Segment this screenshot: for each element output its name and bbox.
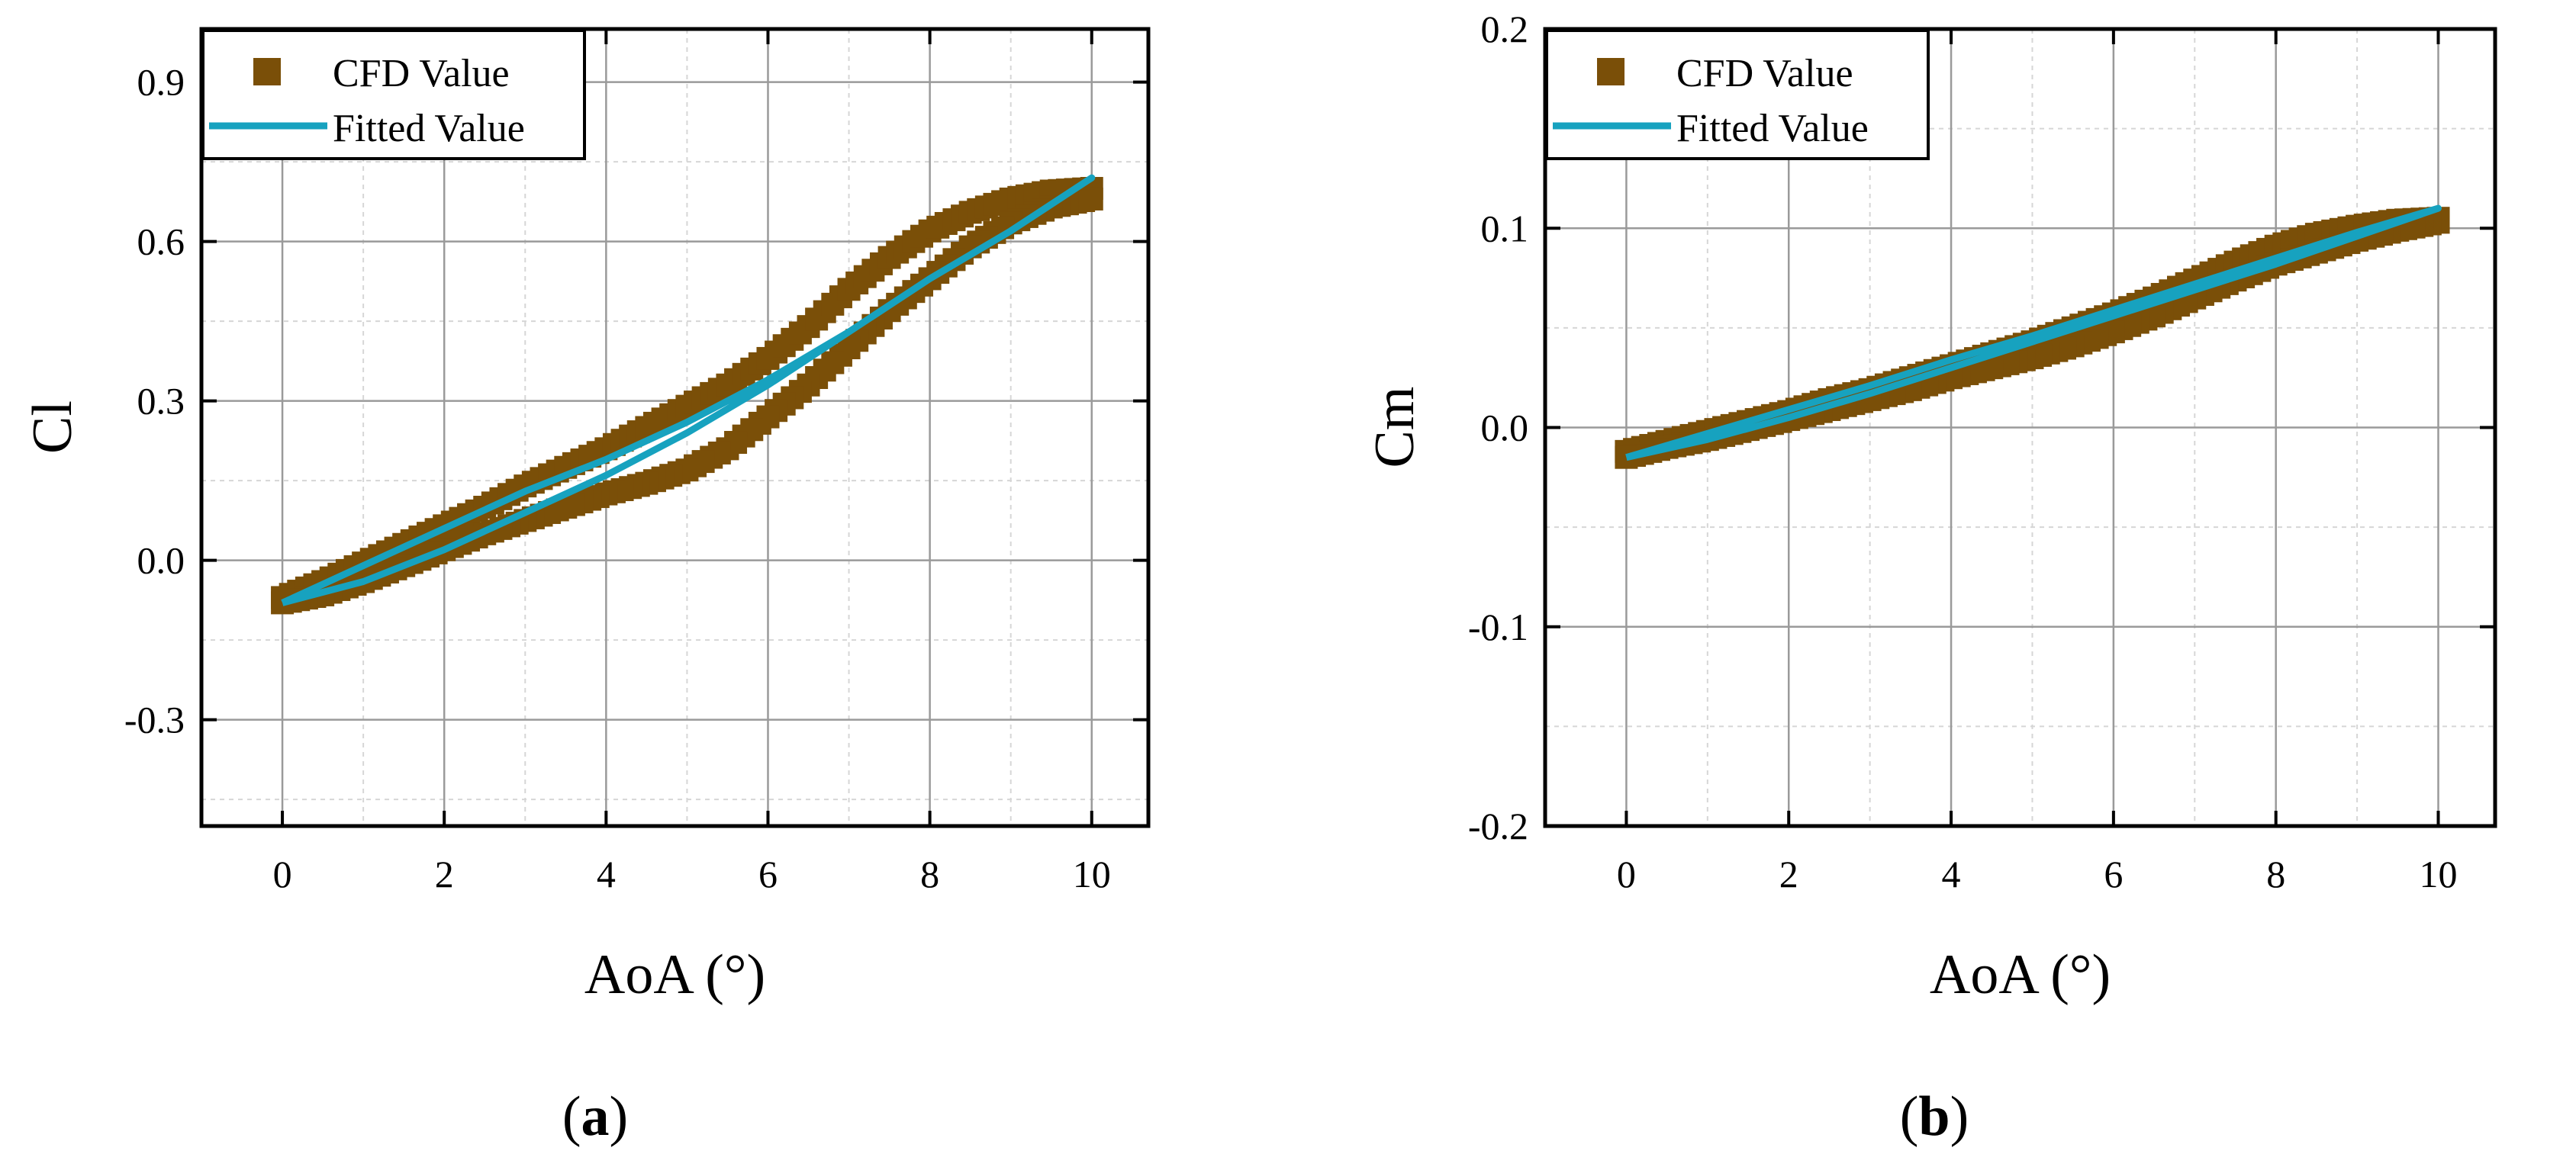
x-tick-label: 2 (435, 853, 454, 895)
x-tick-label: 0 (1617, 853, 1636, 895)
legend: CFD Value Fitted Value (1545, 29, 1930, 160)
x-axis-title: AoA (°) (1930, 943, 2111, 1006)
y-tick-label: 0.0 (137, 539, 185, 582)
x-tick-label: 8 (2266, 853, 2285, 895)
y-tick-label: 0.6 (137, 220, 185, 263)
x-tick-label: 4 (1942, 853, 1961, 895)
legend-box (201, 29, 586, 160)
x-tick-label: 4 (597, 853, 616, 895)
y-tick-label: 0.1 (1481, 207, 1529, 249)
legend-box (1545, 29, 1930, 160)
panel-letter: a (581, 1085, 610, 1148)
legend-fitted-label: Fitted Value (1676, 107, 1869, 150)
series-fitted-line (281, 174, 1096, 606)
chart-a: 0 2 4 6 8 10 -0.3 0.0 0.3 0.6 0.9 AoA (°) Cl CFD Valu… (21, 27, 1151, 1148)
x-tick-label: 10 (1073, 853, 1111, 895)
y-tick-label: 0.3 (137, 380, 185, 423)
y-axis-title: Cl (21, 400, 84, 454)
x-tick-label: 6 (758, 853, 778, 895)
legend-cfd-label: CFD Value (333, 52, 510, 95)
x-tick-label: 0 (273, 853, 292, 895)
legend-fitted-label: Fitted Value (333, 107, 525, 150)
y-tick-label: 0.0 (1481, 407, 1529, 449)
y-tick-label: 0.9 (137, 61, 185, 104)
x-tick-label: 6 (2104, 853, 2123, 895)
panel-letter: b (1918, 1085, 1950, 1148)
x-tick-label: 2 (1779, 853, 1798, 895)
x-tick-label: 8 (920, 853, 939, 895)
legend-cfd-swatch (253, 58, 281, 85)
plot-frame (199, 27, 1151, 828)
y-tick-label: -0.2 (1468, 805, 1528, 847)
y-axis-title: Cm (1364, 387, 1426, 468)
y-tick-label: -0.3 (124, 699, 185, 741)
chart-b: 0 2 4 6 8 10 -0.2 -0.1 0.0 0.1 0.2 AoA (°) Cm CFD Val… (1364, 8, 2497, 1148)
panel-label: (b) (1900, 1085, 1969, 1148)
x-axis-title: AoA (°) (584, 943, 765, 1006)
x-tick-label: 10 (2420, 853, 2458, 895)
panel-label: (a) (562, 1085, 628, 1148)
y-tick-label: -0.1 (1468, 606, 1528, 648)
legend-cfd-label: CFD Value (1676, 52, 1853, 95)
y-tick-label: 0.2 (1481, 8, 1529, 50)
legend: CFD Value Fitted Value (201, 29, 586, 160)
legend-cfd-swatch (1597, 58, 1624, 85)
series-fitted-line (1625, 204, 2442, 461)
